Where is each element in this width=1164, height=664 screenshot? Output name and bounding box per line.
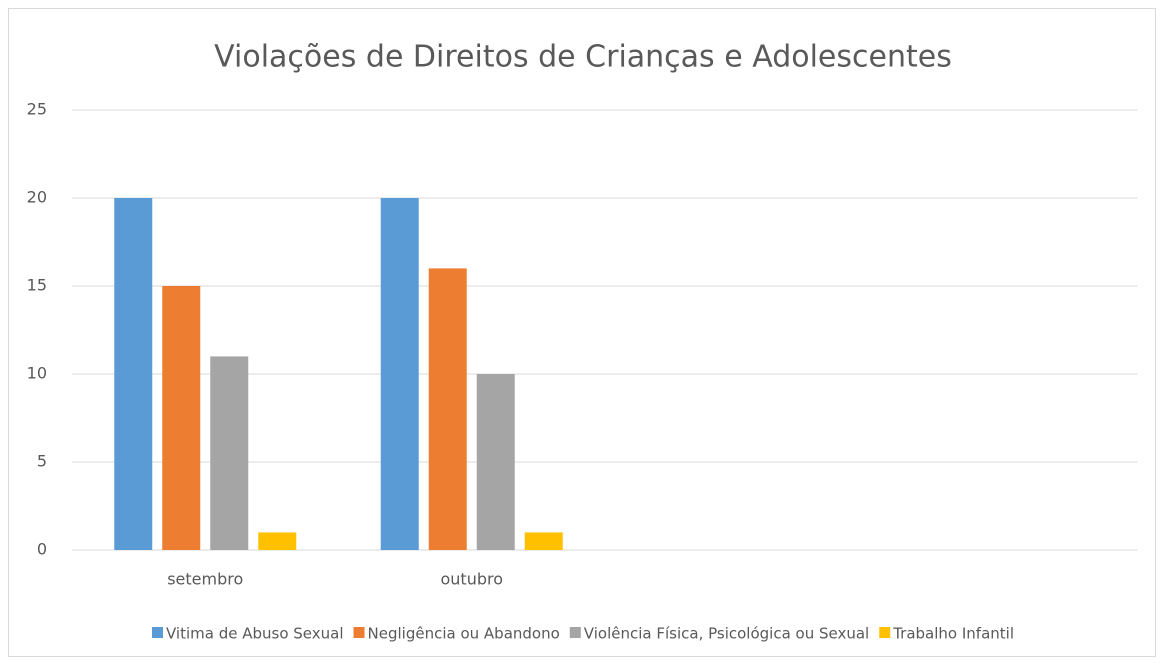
y-tick-label: 0	[37, 540, 47, 559]
y-tick-label: 10	[27, 364, 47, 383]
legend-swatch	[879, 627, 891, 638]
bar	[258, 532, 297, 550]
legend-label: Negligência ou Abandono	[368, 625, 560, 643]
legend-swatch	[152, 627, 163, 638]
legend-swatch	[569, 627, 581, 638]
y-tick-label: 20	[27, 188, 47, 207]
bar	[428, 268, 467, 550]
y-tick-label: 5	[37, 452, 47, 471]
bar	[524, 532, 563, 550]
x-tick-label: setembro	[167, 570, 243, 589]
legend-label: Vitima de Abuso Sexual	[166, 625, 344, 643]
legend-label: Violência Física, Psicológica ou Sexual	[584, 625, 869, 643]
y-tick-label: 15	[27, 276, 47, 295]
bar	[210, 356, 249, 550]
bar	[162, 286, 201, 550]
bar	[380, 198, 419, 550]
chart-title: Violações de Direitos de Crianças e Adol…	[214, 40, 952, 75]
bar	[114, 198, 153, 550]
y-tick-label: 25	[27, 100, 47, 119]
legend-swatch	[353, 627, 365, 638]
legend-label: Trabalho Infantil	[892, 625, 1014, 643]
x-tick-label: outubro	[440, 570, 503, 589]
bar	[476, 374, 515, 550]
